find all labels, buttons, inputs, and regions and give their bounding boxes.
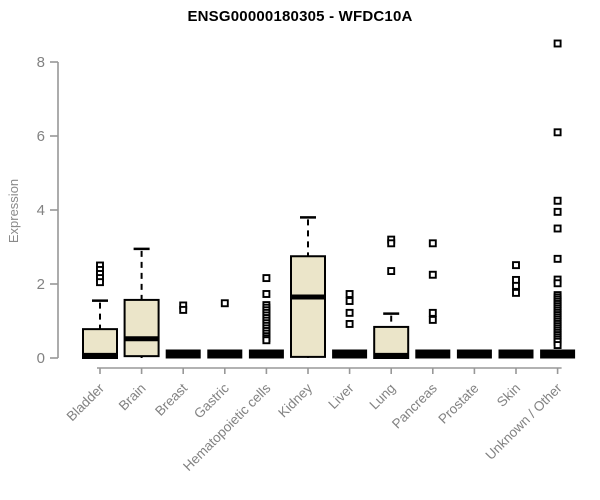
outlier-point-liver xyxy=(345,297,354,305)
x-tick-label-prostate: Prostate xyxy=(435,381,481,427)
x-tick-label-kidney: Kidney xyxy=(275,380,315,420)
y-tick-label: 6 xyxy=(37,128,45,145)
box-gastric xyxy=(207,349,243,359)
y-tick-label: 0 xyxy=(37,350,45,367)
outlier-point-bladder xyxy=(96,278,104,287)
outlier-point-unknown-other xyxy=(553,196,562,205)
outlier-point-hematopoietic-cells xyxy=(262,336,271,345)
box-breast xyxy=(165,349,201,359)
outlier-point-pancreas xyxy=(428,308,437,317)
outlier-point-skin xyxy=(512,281,520,290)
outlier-point-pancreas xyxy=(428,315,437,324)
box-unknown-other xyxy=(540,349,576,359)
outlier-point-pancreas xyxy=(428,270,437,279)
x-tick-label-lung: Lung xyxy=(366,381,398,413)
outlier-point-gastric xyxy=(220,299,229,308)
chart-title: ENSG00000180305 - WFDC10A xyxy=(187,8,413,25)
outlier-point-liver xyxy=(345,308,354,317)
outlier-point-liver xyxy=(345,290,354,298)
outlier-point-unknown-other xyxy=(553,128,562,137)
outlier-point-unknown-other xyxy=(553,39,562,48)
x-tick-label-bladder: Bladder xyxy=(64,380,108,424)
outlier-point-hematopoietic-cells xyxy=(262,274,271,283)
box-lung xyxy=(373,325,410,360)
y-tick-label: 2 xyxy=(37,276,45,293)
box-prostate xyxy=(456,349,492,359)
outlier-point-hematopoietic-cells xyxy=(262,290,271,298)
x-tick-label-liver: Liver xyxy=(325,380,357,412)
x-tick-label-breast: Breast xyxy=(152,380,190,418)
x-tick-label-skin: Skin xyxy=(494,381,523,410)
outlier-point-unknown-other xyxy=(553,207,562,216)
outlier-point-unknown-other xyxy=(553,224,562,233)
x-tick-label-gastric: Gastric xyxy=(191,380,232,421)
box-skin xyxy=(498,349,534,359)
outlier-point-unknown-other xyxy=(553,341,562,349)
outlier-point-breast xyxy=(179,305,188,314)
box-brain xyxy=(123,298,160,358)
outlier-point-pancreas xyxy=(428,239,437,248)
box-kidney xyxy=(290,255,326,358)
outlier-point-liver xyxy=(345,320,354,328)
outlier-point-skin xyxy=(512,288,520,297)
x-tick-label-unknown-other: Unknown / Other xyxy=(482,380,565,463)
x-tick-label-brain: Brain xyxy=(116,381,149,414)
box-liver xyxy=(332,349,368,359)
outlier-point-skin xyxy=(512,261,520,270)
box-pancreas xyxy=(415,349,451,359)
outlier-point-lung xyxy=(387,239,396,248)
outlier-point-unknown-other xyxy=(553,279,562,288)
y-tick-label: 8 xyxy=(37,54,45,71)
outlier-point-unknown-other xyxy=(553,254,562,263)
box-hematopoietic-cells xyxy=(248,349,284,359)
x-tick-label-pancreas: Pancreas xyxy=(389,380,440,431)
outlier-point-lung xyxy=(387,267,396,275)
y-tick-label: 4 xyxy=(37,202,45,219)
